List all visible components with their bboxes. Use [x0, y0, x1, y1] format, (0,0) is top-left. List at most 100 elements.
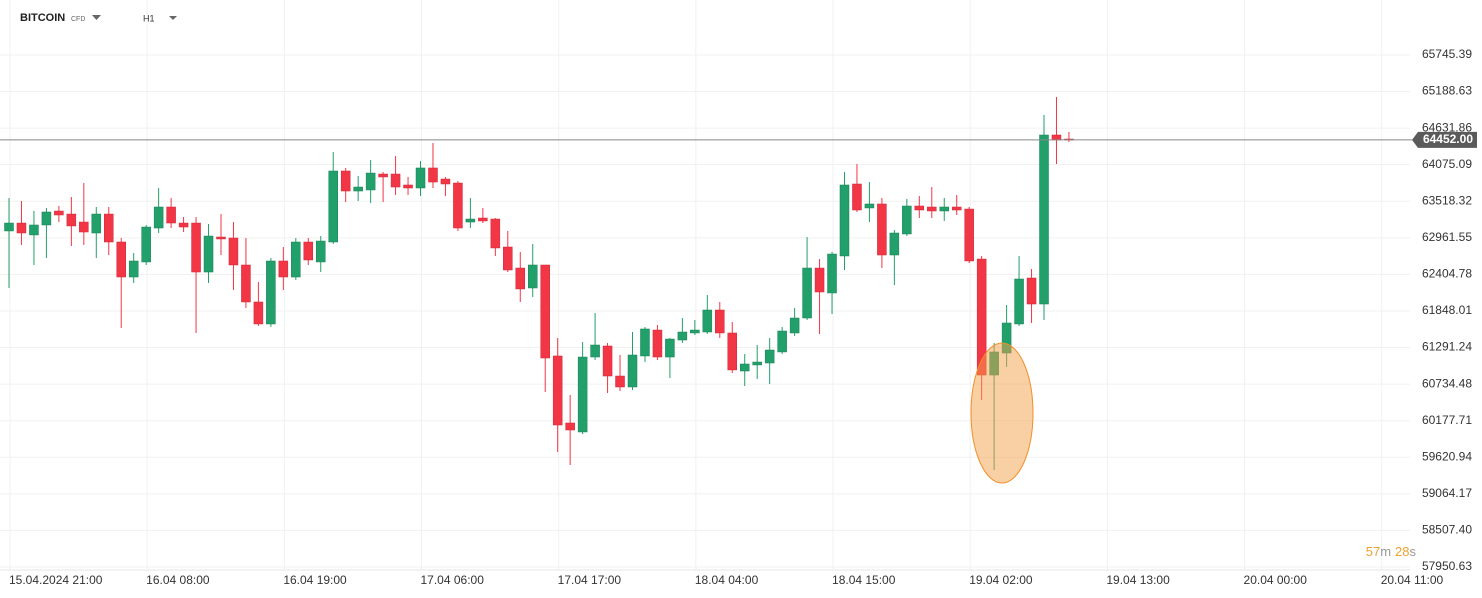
y-tick-label: 59620.94 — [1422, 449, 1472, 463]
candle-body — [303, 241, 314, 261]
x-tick-label: 19.04 02:00 — [969, 573, 1033, 587]
x-tick-label: 17.04 17:00 — [558, 573, 622, 587]
candle-body — [715, 309, 725, 334]
candle-body — [789, 317, 800, 334]
y-tick-label: 62961.55 — [1422, 230, 1472, 244]
candle-body — [478, 217, 488, 222]
countdown-minutes-unit: m — [1380, 544, 1391, 559]
candle-body — [66, 213, 77, 227]
candle-body — [590, 344, 600, 358]
candle-body — [939, 206, 949, 212]
symbol-dropdown[interactable] — [92, 15, 101, 20]
candle-body — [278, 260, 289, 278]
candle-body — [727, 332, 738, 371]
candle-body — [266, 260, 276, 325]
x-tick-label: 20.04 11:00 — [1381, 573, 1444, 587]
candle-body — [839, 184, 850, 257]
candle-body — [902, 205, 912, 235]
candle-body — [864, 203, 875, 209]
candle-body — [802, 267, 812, 319]
candle-body — [764, 349, 775, 364]
candle-body — [440, 178, 451, 185]
candle-body — [16, 222, 27, 234]
candle-body — [665, 338, 675, 358]
grid — [0, 0, 1410, 571]
y-tick-label: 62404.78 — [1422, 267, 1472, 281]
candle-body — [490, 218, 501, 249]
candle-body — [428, 167, 438, 183]
candle-body — [827, 253, 837, 294]
x-tick-label: 18.04 04:00 — [695, 573, 759, 587]
y-tick-label: 61848.01 — [1422, 303, 1472, 317]
last-price-tag — [1412, 131, 1477, 148]
y-tick-label: 63518.32 — [1422, 193, 1472, 207]
candle-body — [291, 241, 301, 278]
candle-body — [41, 211, 52, 226]
x-tick-label: 18.04 15:00 — [832, 573, 896, 587]
candle-body — [128, 260, 139, 278]
candle-body — [914, 205, 925, 211]
countdown-seconds-unit: s — [1410, 544, 1417, 559]
candle-body — [1039, 134, 1049, 305]
candle-body — [353, 186, 363, 192]
x-tick-label: 17.04 06:00 — [421, 573, 485, 587]
x-tick-label: 15.04.2024 21:00 — [9, 573, 103, 587]
candle-body — [191, 222, 201, 273]
candle-body — [365, 172, 376, 191]
candle-body — [116, 241, 126, 278]
candle-body — [316, 240, 326, 263]
candle-body — [503, 246, 513, 271]
candle-body — [340, 170, 351, 192]
candle-body — [964, 208, 974, 262]
candle-body — [415, 167, 426, 189]
symbol[interactable]: BITCOIN — [20, 12, 65, 24]
y-tick-label: 61291.24 — [1422, 340, 1472, 354]
y-tick-label: 65188.63 — [1422, 84, 1472, 98]
candle-body — [166, 206, 176, 224]
candle-body — [4, 222, 14, 232]
candle-body — [852, 183, 862, 211]
candle-body — [889, 232, 900, 256]
candles — [4, 97, 1074, 471]
candle-body — [652, 329, 663, 358]
candle-body — [328, 170, 338, 243]
countdown: 57m 28s — [1366, 544, 1417, 559]
candle-body — [104, 213, 114, 243]
candle-body — [565, 422, 575, 431]
candle-body — [752, 361, 762, 366]
candle-body — [203, 235, 214, 273]
candle-body — [453, 182, 463, 229]
candle-body — [951, 206, 962, 211]
x-tick-label: 19.04 13:00 — [1106, 573, 1170, 587]
candle-body — [515, 267, 526, 290]
countdown-seconds: 28 — [1395, 544, 1409, 559]
candle-body — [702, 309, 713, 333]
candle-body — [403, 184, 413, 189]
y-tick-label: 64631.86 — [1422, 120, 1472, 134]
candle-body — [677, 331, 688, 341]
candle-body — [253, 301, 264, 325]
candle-body — [91, 213, 102, 234]
candle-body — [465, 218, 476, 223]
y-tick-label: 59064.17 — [1422, 486, 1472, 500]
candle-body — [527, 264, 538, 289]
candle-body — [640, 328, 650, 357]
y-tick-label: 65745.39 — [1422, 47, 1472, 61]
timeframe-dropdown[interactable] — [169, 16, 177, 20]
candle-body — [1014, 278, 1024, 325]
candle-body — [777, 330, 787, 353]
candle-body — [241, 264, 251, 303]
candle-body — [814, 267, 825, 293]
x-tick-label: 20.04 00:00 — [1244, 573, 1308, 587]
x-tick-label: 16.04 19:00 — [283, 573, 347, 587]
candle-body — [153, 206, 164, 229]
candle-body — [540, 264, 550, 359]
timeframe[interactable]: H1 — [143, 13, 155, 23]
candle-body — [739, 363, 750, 372]
candle-body — [877, 203, 887, 256]
candle-body — [228, 237, 239, 266]
candle-body — [390, 173, 401, 188]
candle-body — [216, 236, 226, 240]
